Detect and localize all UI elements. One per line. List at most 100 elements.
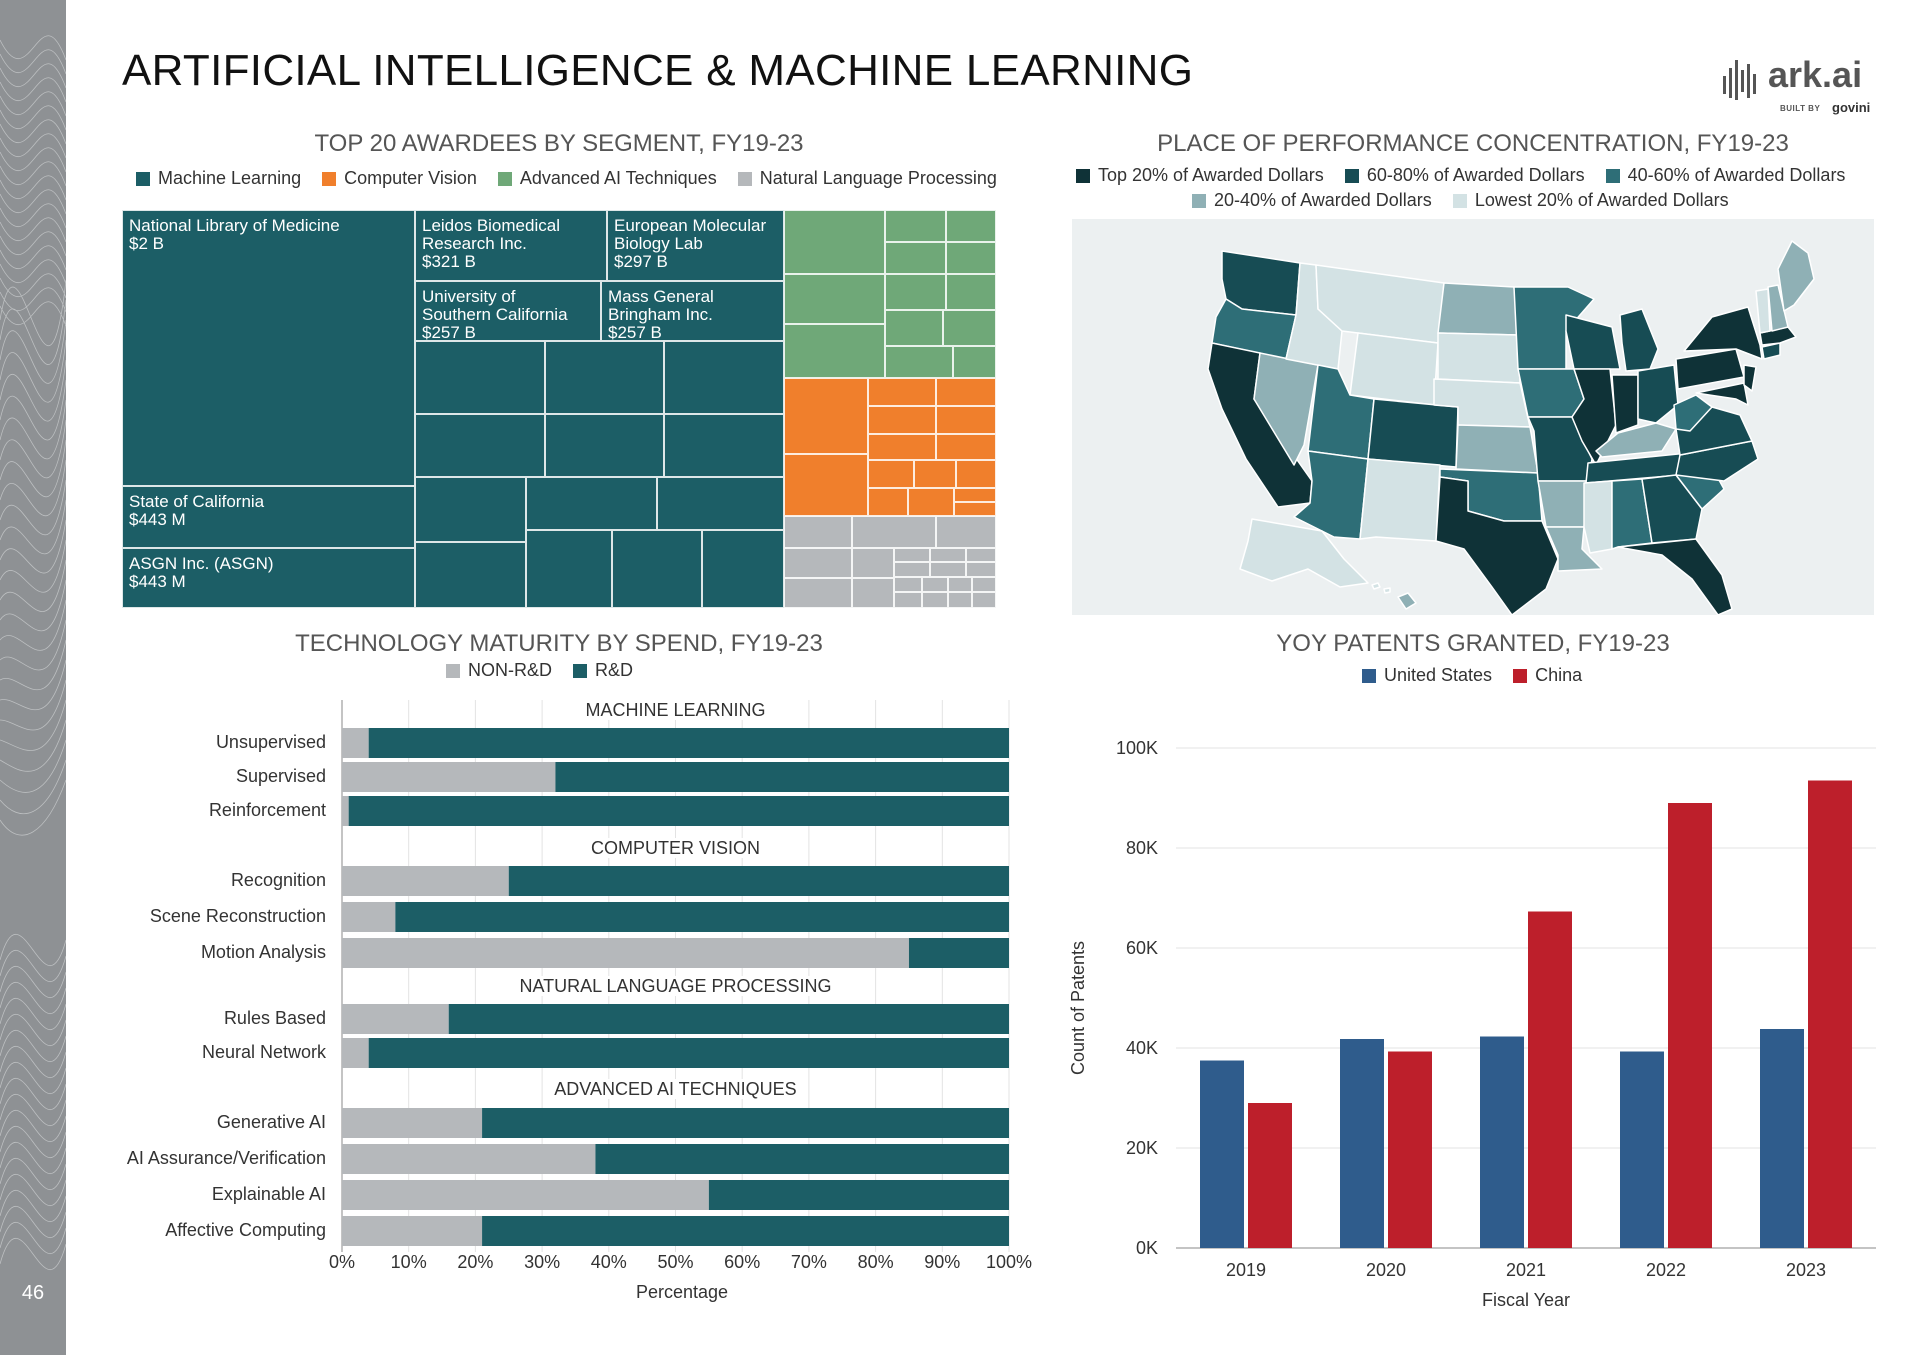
maturity-x-tick: 80% — [857, 1252, 894, 1272]
treemap-cell — [894, 562, 930, 577]
treemap-cell — [657, 477, 784, 530]
bar-rd — [448, 1004, 1010, 1034]
bar-rd — [482, 1216, 1009, 1246]
treemap-cell — [885, 242, 946, 274]
maturity-category-label: Rules Based — [223, 1008, 326, 1028]
state-new-jersey — [1743, 364, 1757, 392]
treemap-cell — [415, 414, 545, 477]
maturity-x-tick: 30% — [524, 1252, 561, 1272]
state-mississippi — [1583, 480, 1613, 554]
treemap-cell — [885, 310, 943, 346]
bar-rd — [708, 1180, 1009, 1210]
page-number: 46 — [21, 1282, 45, 1304]
treemap-cell — [885, 346, 953, 378]
treemap-cell — [852, 548, 894, 578]
treemap-cell — [966, 562, 996, 577]
treemap-cell — [868, 460, 914, 488]
bar-rd — [368, 728, 1009, 758]
treemap-cell — [545, 341, 664, 414]
map-legend-row-2: 20-40% of Awarded Dollars Lowest 20% of … — [1192, 190, 1745, 213]
treemap-cell — [894, 577, 922, 592]
treemap-cell — [545, 414, 664, 477]
ark-ai-logo: ark.ai BUILT BY govini — [1722, 52, 1882, 124]
treemap-cell — [702, 530, 784, 608]
treemap-cell — [948, 577, 972, 592]
treemap-cell — [784, 578, 852, 608]
legend-item-china: China — [1513, 665, 1582, 686]
maturity-category-label: Scene Reconstruction — [149, 906, 326, 926]
state-hawaii-islands — [1371, 582, 1391, 594]
state-hawaii — [1397, 592, 1417, 610]
treemap-cell — [852, 578, 894, 608]
legend-item-top-20: Top 20% of Awarded Dollars — [1076, 165, 1324, 186]
maturity-group-label: MACHINE LEARNING — [583, 700, 768, 720]
treemap-cell — [894, 592, 922, 608]
logo-built-by: BUILT BY — [1780, 104, 1821, 113]
treemap-cell — [953, 346, 996, 378]
treemap-cell — [936, 406, 996, 434]
state-indiana — [1611, 374, 1639, 434]
map-legend-row-1: Top 20% of Awarded Dollars 60-80% of Awa… — [1076, 165, 1861, 188]
maturity-category-label: AI Assurance/Verification — [126, 1148, 326, 1168]
maturity-category-label: Neural Network — [201, 1042, 326, 1062]
maturity-x-axis-title: Percentage — [636, 1282, 729, 1302]
treemap-cell — [946, 210, 996, 242]
legend-item-20-40: 20-40% of Awarded Dollars — [1192, 190, 1432, 211]
us-map-svg — [1207, 240, 1815, 616]
bar-non-rd — [342, 1038, 369, 1068]
logo-wordmark: ark.ai — [1768, 54, 1863, 95]
treemap-cell-leidos: Leidos Biomedical Research Inc. $321 B — [415, 210, 607, 281]
treemap-cell — [936, 516, 996, 548]
treemap-cell — [885, 210, 946, 242]
bar-non-rd — [342, 1004, 449, 1034]
awardees-treemap: National Library of Medicine $2 B State … — [122, 210, 996, 608]
ark-logo-icon — [1723, 60, 1756, 100]
treemap-cell — [415, 341, 545, 414]
maturity-x-tick: 10% — [390, 1252, 427, 1272]
legend-item-non-rd: NON-R&D — [446, 660, 552, 681]
state-new-york — [1683, 306, 1763, 360]
bar-non-rd — [342, 1180, 709, 1210]
maturity-category-label: Motion Analysis — [200, 942, 326, 962]
bar-rd — [908, 938, 1009, 968]
state-texas — [1435, 476, 1559, 616]
maturity-x-tick: 60% — [724, 1252, 761, 1272]
treemap-cell — [415, 542, 526, 608]
patents-legend: United States China — [1362, 665, 1598, 688]
treemap-cell — [784, 378, 868, 454]
legend-item-60-80: 60-80% of Awarded Dollars — [1344, 165, 1585, 186]
legend-item-40-60: 40-60% of Awarded Dollars — [1605, 165, 1845, 186]
maturity-x-tick: 20% — [457, 1252, 494, 1272]
maturity-title: TECHNOLOGY MATURITY BY SPEND, FY19-23 — [295, 630, 823, 657]
page-title: ARTIFICIAL INTELLIGENCE & MACHINE LEARNI… — [122, 46, 1194, 95]
state-maine — [1777, 240, 1815, 312]
maturity-category-label: Reinforcement — [208, 800, 326, 820]
state-new-hampshire — [1767, 284, 1789, 332]
treemap-cell — [784, 210, 885, 274]
treemap-cell — [784, 454, 868, 516]
maturity-x-tick: 100% — [985, 1252, 1033, 1272]
treemap-cell — [784, 516, 852, 548]
treemap-legend: Machine Learning Computer Vision Advance… — [136, 168, 1013, 191]
treemap-cell — [943, 310, 996, 346]
state-new-mexico — [1359, 458, 1441, 542]
state-illinois — [1571, 368, 1617, 466]
treemap-cell — [868, 434, 936, 460]
maturity-x-tick: 70% — [790, 1252, 827, 1272]
state-vermont — [1755, 288, 1771, 334]
wave-pattern — [0, 35, 66, 1270]
legend-item-machine-learning: Machine Learning — [136, 168, 301, 189]
bar-non-rd — [342, 1216, 483, 1246]
treemap-cell — [936, 434, 996, 460]
treemap-cell — [946, 242, 996, 274]
treemap-cell-california: State of California $443 M — [122, 486, 415, 548]
treemap-cell — [885, 274, 946, 310]
treemap-cell-mgb: Mass General Bringham Inc. $257 B — [601, 281, 784, 342]
maturity-group-label: NATURAL LANGUAGE PROCESSING — [517, 976, 834, 996]
treemap-cell — [894, 548, 930, 562]
state-ohio — [1637, 364, 1679, 424]
treemap-cell — [922, 592, 948, 608]
treemap-cell — [922, 577, 948, 592]
treemap-cell — [914, 460, 956, 488]
maturity-category-label: Generative AI — [216, 1112, 326, 1132]
